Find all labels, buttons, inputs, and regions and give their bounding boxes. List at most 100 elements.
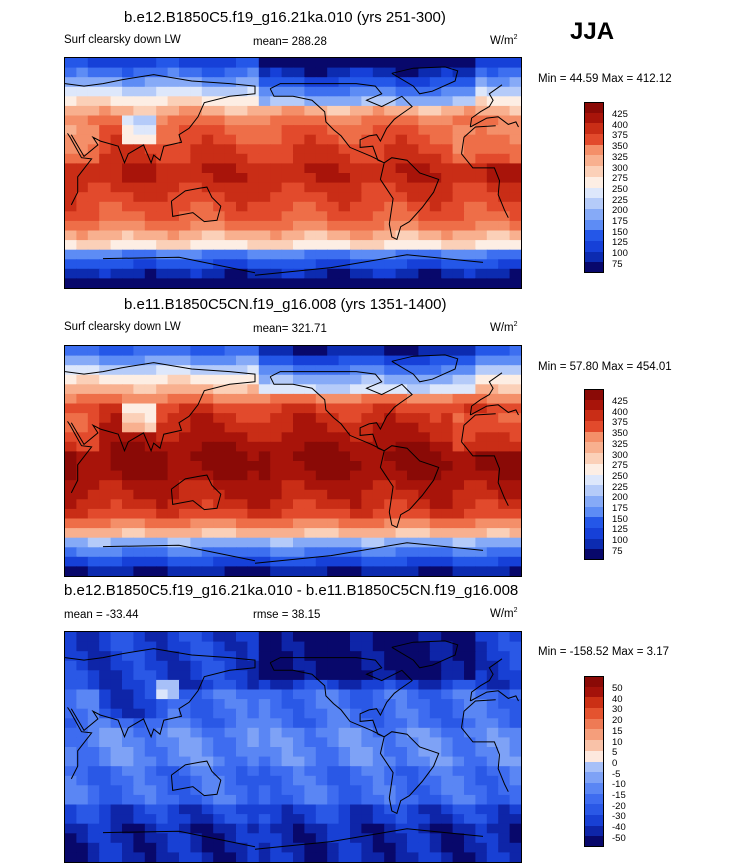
field-cell	[76, 451, 89, 462]
field-cell	[486, 355, 499, 366]
field-cell	[350, 480, 362, 491]
field-cell	[304, 403, 317, 414]
field-cell	[179, 833, 191, 844]
field-cell	[270, 220, 283, 232]
field-cell	[156, 794, 169, 806]
field-cell	[99, 365, 112, 376]
field-cell	[270, 173, 283, 184]
field-cell	[464, 566, 476, 576]
field-cell	[407, 163, 419, 174]
field-cell	[236, 268, 248, 279]
field-cell	[304, 804, 317, 815]
field-cell	[327, 747, 340, 758]
field-cell	[315, 766, 328, 777]
field-cell	[509, 537, 521, 548]
field-cell	[122, 163, 134, 174]
colorbar-tick-label: 275	[612, 173, 628, 185]
field-cell	[144, 785, 157, 796]
field-cell	[350, 689, 362, 700]
field-cell	[213, 173, 226, 184]
field-cell	[441, 660, 454, 671]
field-cell	[395, 699, 408, 710]
field-cell	[247, 451, 260, 462]
field-cell	[441, 153, 454, 164]
field-cell	[418, 737, 431, 748]
coastline-africa	[67, 125, 509, 218]
field-cell	[133, 833, 146, 844]
field-cell	[384, 163, 397, 174]
field-cell	[167, 422, 180, 433]
field-cell	[236, 278, 248, 288]
field-cell	[418, 125, 431, 136]
field-cell	[350, 393, 362, 405]
field-cell	[258, 86, 271, 97]
field-cell	[110, 105, 123, 117]
field-cell	[76, 823, 89, 834]
field-cell	[236, 230, 248, 241]
field-cell	[167, 355, 180, 366]
field-cell	[258, 105, 271, 117]
field-cell	[167, 240, 180, 251]
field-cell	[65, 201, 77, 212]
field-cell	[179, 259, 191, 270]
field-cell	[258, 432, 271, 443]
field-cell	[167, 660, 180, 671]
field-cell	[133, 708, 146, 719]
field-cell	[99, 480, 112, 491]
field-cell	[281, 249, 294, 260]
field-cell	[144, 115, 157, 126]
field-cell	[144, 499, 157, 510]
field-cell	[179, 651, 191, 662]
field-cell	[418, 58, 431, 69]
field-cell	[87, 852, 100, 862]
field-cell	[498, 794, 511, 806]
field-cell	[452, 842, 465, 853]
field-cell	[247, 163, 260, 174]
field-cell	[156, 211, 169, 222]
field-cell	[498, 105, 511, 117]
field-cell	[338, 670, 351, 681]
field-cell	[99, 441, 112, 452]
field-cell	[384, 794, 397, 806]
field-cell	[76, 708, 89, 719]
field-cell	[464, 833, 476, 844]
field-cell	[441, 403, 454, 414]
field-cell	[213, 775, 226, 786]
field-cell	[361, 670, 374, 681]
field-cell	[361, 480, 374, 491]
field-cell	[338, 259, 351, 270]
field-cell	[498, 718, 511, 729]
field-cell	[361, 518, 374, 529]
field-cell	[110, 708, 123, 719]
field-cell	[76, 518, 89, 529]
field-cell	[315, 134, 328, 145]
field-cell	[315, 125, 328, 136]
coastline-australia	[170, 474, 222, 511]
field-cell	[76, 441, 89, 452]
field-cell	[384, 249, 397, 260]
field-cell	[270, 508, 283, 520]
field-cell	[65, 355, 77, 366]
field-cell	[464, 96, 476, 107]
field-cell	[133, 766, 146, 777]
field-cell	[418, 134, 431, 145]
field-cell	[87, 393, 100, 405]
field-cell	[509, 679, 521, 691]
field-cell	[110, 718, 123, 729]
field-cell	[201, 461, 214, 472]
field-cell	[464, 852, 476, 862]
field-cell	[87, 115, 100, 126]
field-cell	[87, 153, 100, 164]
field-cell	[304, 480, 317, 491]
field-cell	[87, 632, 100, 643]
field-cell	[201, 86, 214, 97]
field-cell	[395, 403, 408, 414]
field-cell	[179, 747, 191, 758]
field-cell	[179, 556, 191, 567]
field-cell	[270, 403, 283, 414]
field-cell	[338, 413, 351, 424]
field-cell	[372, 518, 385, 529]
field-cell	[247, 268, 260, 279]
field-cell	[441, 422, 454, 433]
field-cell	[372, 641, 385, 652]
